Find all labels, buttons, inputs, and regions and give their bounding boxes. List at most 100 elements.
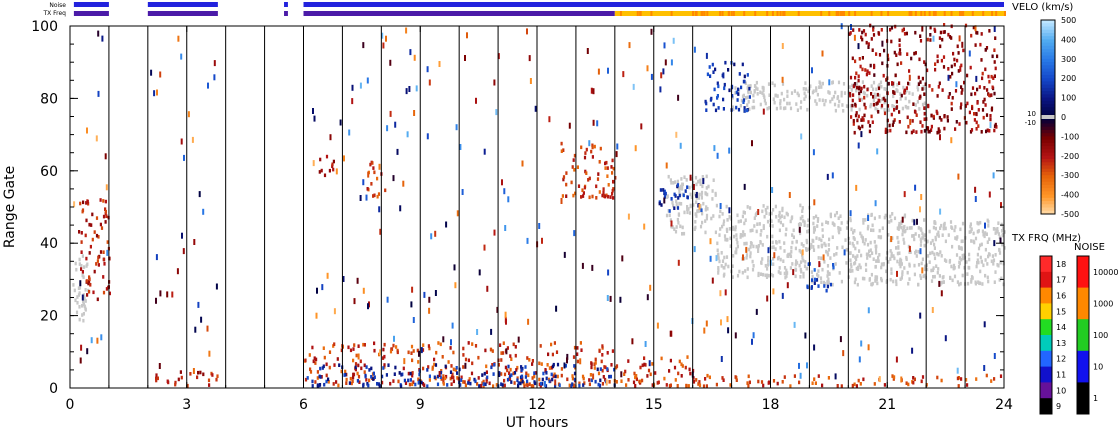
velocity-cell: [974, 25, 977, 32]
velocity-cell: [503, 188, 506, 195]
velocity-cell: [611, 188, 614, 193]
velocity-cell: [907, 382, 910, 387]
ground-scatter-cell: [710, 216, 713, 221]
ground-scatter-cell: [907, 281, 910, 286]
ground-scatter-cell: [767, 259, 770, 263]
velocity-cell: [315, 312, 318, 319]
velocity-cell: [893, 118, 896, 122]
ground-scatter-cell: [754, 84, 757, 88]
ground-scatter-cell: [681, 225, 684, 230]
ground-scatter-cell: [725, 238, 728, 242]
ground-scatter-cell: [845, 247, 848, 252]
velocity-cell: [958, 122, 961, 126]
velocity-cell: [609, 295, 612, 302]
ground-scatter-cell: [967, 281, 970, 286]
velocity-cell: [526, 379, 529, 384]
velocity-cell: [471, 361, 474, 366]
ground-scatter-cell: [695, 196, 698, 200]
velocity-cell: [892, 90, 895, 94]
velocity-cell: [709, 238, 712, 245]
velocity-cell: [772, 379, 776, 383]
velocity-cell: [919, 34, 922, 38]
ground-scatter-cell: [718, 233, 721, 237]
ground-scatter-cell: [821, 98, 824, 103]
ground-scatter-cell: [931, 250, 934, 255]
velocity-cell: [433, 357, 436, 362]
velocity-colorbar-cell: [1041, 71, 1055, 76]
velocity-cell: [551, 364, 555, 369]
velocity-cell: [993, 91, 996, 96]
ground-scatter-cell: [818, 237, 821, 241]
ground-scatter-cell: [940, 223, 943, 228]
ground-scatter-cell: [950, 264, 953, 269]
ground-scatter-cell: [727, 264, 730, 269]
ground-scatter-cell: [774, 93, 777, 98]
noise-colorbar-tick: 1000: [1093, 299, 1113, 308]
ground-scatter-cell: [689, 203, 692, 208]
velocity-cell: [428, 378, 431, 382]
velocity-cell: [91, 237, 94, 242]
velocity-colorbar-cell: [1041, 126, 1055, 131]
velocity-cell: [187, 111, 190, 118]
velocity-cell: [73, 201, 76, 208]
velocity-cell: [709, 255, 712, 262]
velocity-cell: [971, 106, 974, 111]
velocity-cell: [454, 368, 457, 372]
velocity-cell: [426, 66, 429, 73]
velocity-cell: [601, 382, 604, 386]
velocity-cell: [743, 106, 746, 110]
velocity-cell: [737, 87, 740, 92]
ground-scatter-cell: [748, 107, 751, 111]
ground-scatter-cell: [777, 219, 780, 223]
velocity-cell: [939, 134, 941, 141]
velocity-cell: [553, 341, 556, 345]
ground-scatter-cell: [998, 251, 1002, 255]
ground-scatter-cell: [720, 264, 723, 268]
velocity-cell: [952, 51, 955, 56]
ground-scatter-cell: [803, 97, 806, 101]
velocity-cell: [697, 203, 700, 208]
txfreq-bar-segment: [910, 11, 913, 16]
ground-scatter-cell: [987, 252, 991, 256]
ground-scatter-cell: [768, 106, 771, 110]
ground-scatter-cell: [856, 282, 859, 287]
velocity-cell: [320, 168, 323, 173]
ground-scatter-cell: [748, 247, 751, 252]
velocity-cell: [383, 363, 386, 367]
velocity-cell: [412, 317, 415, 323]
velocity-cell: [992, 76, 995, 80]
velocity-cell: [659, 86, 662, 93]
ground-scatter-cell: [963, 265, 966, 270]
velocity-cell: [451, 322, 454, 329]
velocity-cell: [735, 90, 738, 95]
ground-scatter-cell: [825, 220, 828, 224]
velocity-cell: [627, 378, 630, 382]
velocity-cell: [877, 31, 880, 35]
velocity-cell: [365, 378, 368, 382]
ground-scatter-cell: [805, 87, 808, 91]
velocity-cell: [919, 80, 922, 84]
velocity-cell: [974, 186, 977, 193]
velocity-cell: [817, 374, 820, 378]
velocity-cell: [308, 353, 311, 357]
velocity-cell: [481, 373, 484, 377]
ground-scatter-cell: [705, 186, 708, 190]
x-axis-label: UT hours: [506, 415, 569, 431]
ground-scatter-cell: [828, 237, 831, 242]
velocity-colorbar-cell: [1041, 155, 1055, 160]
velocity-cell: [572, 158, 575, 162]
velocity-cell: [975, 75, 978, 82]
velocity-cell: [665, 383, 668, 387]
ground-scatter-cell: [812, 230, 816, 234]
velocity-cell: [960, 102, 963, 106]
velocity-cell: [588, 378, 591, 382]
ground-scatter-cell: [851, 83, 854, 88]
velocity-cell: [872, 102, 875, 107]
velocity-cell: [959, 65, 962, 72]
ground-scatter-cell: [811, 274, 814, 279]
ground-scatter-cell: [996, 230, 999, 234]
ground-scatter-cell: [826, 274, 829, 278]
ground-scatter-cell: [975, 264, 978, 269]
velocity-colorbar-cell: [1041, 197, 1055, 202]
